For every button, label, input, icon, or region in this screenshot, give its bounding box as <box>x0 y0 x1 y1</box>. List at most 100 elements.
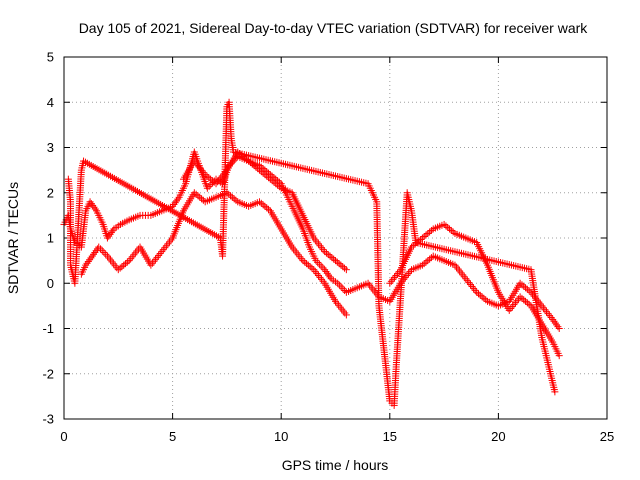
data-point <box>125 257 133 265</box>
data-point-fill <box>474 290 490 304</box>
data-point <box>516 279 524 287</box>
data-point-fill <box>83 254 95 267</box>
data-point-fill <box>545 363 556 385</box>
data-point-fill <box>127 212 142 223</box>
data-point <box>334 279 342 287</box>
data-point-fill <box>301 258 316 272</box>
data-point-fill <box>65 177 74 204</box>
data-point <box>321 266 329 274</box>
data-point-fill <box>370 191 380 204</box>
series-main-track <box>60 148 563 332</box>
data-point-fill <box>307 245 319 262</box>
data-point-fill <box>314 258 327 272</box>
data-point-fill <box>87 200 99 213</box>
data-point-fill <box>527 268 545 339</box>
data-point <box>255 166 263 174</box>
data-point-fill <box>550 317 562 331</box>
data-point-fill <box>322 249 338 263</box>
data-point-fill <box>373 200 383 308</box>
data-point-fill <box>410 262 424 273</box>
data-point-fill <box>192 190 207 204</box>
data-point-fill <box>453 230 468 241</box>
y-tick-label: 4 <box>47 95 54 110</box>
data-point <box>266 175 274 183</box>
data-point-fill <box>81 158 222 241</box>
x-tick-label: 0 <box>60 429 67 444</box>
data-point <box>408 243 416 251</box>
data-point <box>549 315 557 323</box>
data-point <box>103 252 111 260</box>
x-axis-label: GPS time / hours <box>282 457 389 473</box>
data-point <box>103 234 111 242</box>
data-point-fill <box>392 191 411 366</box>
data-points <box>60 98 563 409</box>
data-point-fill <box>322 281 338 303</box>
data-point-fill <box>247 199 261 209</box>
data-point-fill <box>105 227 117 240</box>
data-point <box>82 261 90 269</box>
data-point-fill <box>291 209 306 231</box>
data-point-fill <box>181 191 197 213</box>
data-point <box>555 325 563 332</box>
data-point-fill <box>219 105 231 258</box>
data-point-fill <box>539 322 555 344</box>
data-point-fill <box>232 149 370 187</box>
data-point <box>158 248 166 256</box>
data-point-fill <box>420 254 435 268</box>
data-point-fill <box>268 177 283 191</box>
y-tick-label: -3 <box>42 412 54 427</box>
data-point-fill <box>289 191 306 217</box>
data-point-fill <box>414 239 533 273</box>
axis-ticks <box>63 56 608 420</box>
data-point-fill <box>408 209 420 244</box>
data-point-fill <box>100 223 111 240</box>
data-point-fill <box>431 253 446 264</box>
data-point <box>203 184 211 192</box>
data-point-fill <box>442 222 457 236</box>
data-point-fill <box>257 168 273 182</box>
data-point-fill <box>506 281 523 303</box>
y-tick-label: 1 <box>47 231 54 246</box>
data-point <box>88 252 96 260</box>
data-point <box>538 302 546 310</box>
data-point <box>418 261 426 269</box>
y-tick-label: -2 <box>42 366 54 381</box>
data-point-fill <box>375 304 394 403</box>
data-point-fill <box>78 209 89 249</box>
data-point-fill <box>539 304 555 322</box>
data-point <box>190 189 198 197</box>
data-point-fill <box>453 263 468 281</box>
data-point-fill <box>285 196 297 213</box>
data-point <box>551 388 559 396</box>
data-point <box>418 234 426 242</box>
data-point <box>473 288 481 296</box>
data-point <box>86 198 94 206</box>
y-tick-label: 3 <box>47 140 54 155</box>
data-point <box>312 257 320 265</box>
data-point-fill <box>300 227 313 249</box>
x-tick-label: 25 <box>600 429 614 444</box>
data-point-fill <box>463 277 479 294</box>
data-point-fill <box>67 200 75 267</box>
data-point-fill <box>278 227 295 249</box>
data-point-fill <box>420 226 435 240</box>
data-point-fill <box>94 209 106 226</box>
data-point-fill <box>496 290 512 312</box>
y-tick-label: 0 <box>47 276 54 291</box>
data-point-fill <box>387 268 403 285</box>
y-tick-label: 5 <box>47 50 54 65</box>
data-point-fill <box>333 299 349 317</box>
x-tick-label: 10 <box>274 429 288 444</box>
data-point-fill <box>322 267 334 281</box>
data-point <box>440 220 448 228</box>
data-point-fill <box>176 182 189 199</box>
chart-title: Day 105 of 2021, Sidereal Day-to-day VTE… <box>79 20 589 36</box>
data-point <box>321 248 329 256</box>
data-point-fill <box>96 245 110 258</box>
y-axis-label: SDTVAR / TECUs <box>5 182 21 294</box>
data-point <box>342 266 350 274</box>
data-point <box>201 171 209 179</box>
data-point-fill <box>300 213 317 240</box>
data-point-fill <box>279 185 294 196</box>
